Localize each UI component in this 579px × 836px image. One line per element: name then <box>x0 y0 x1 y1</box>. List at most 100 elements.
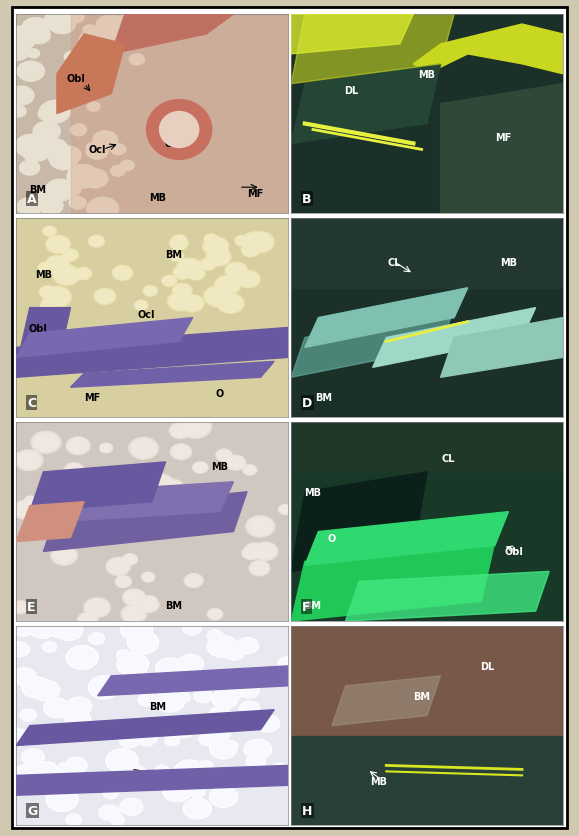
Circle shape <box>56 621 82 640</box>
Text: MB: MB <box>149 771 166 781</box>
Circle shape <box>9 642 30 657</box>
Polygon shape <box>16 308 71 368</box>
Circle shape <box>217 451 231 461</box>
Polygon shape <box>305 512 508 566</box>
Circle shape <box>273 763 287 773</box>
Circle shape <box>248 517 273 536</box>
Circle shape <box>71 703 87 715</box>
Circle shape <box>209 726 229 741</box>
Circle shape <box>42 299 58 312</box>
Circle shape <box>49 150 71 166</box>
Circle shape <box>236 237 249 247</box>
Polygon shape <box>291 422 563 472</box>
Circle shape <box>194 690 212 703</box>
Circle shape <box>207 609 223 620</box>
Circle shape <box>103 475 134 498</box>
Circle shape <box>24 149 43 163</box>
Polygon shape <box>30 462 166 512</box>
Circle shape <box>129 632 157 653</box>
Circle shape <box>85 176 97 185</box>
Circle shape <box>71 125 86 136</box>
Circle shape <box>173 285 191 298</box>
Circle shape <box>86 599 108 616</box>
Circle shape <box>57 147 81 165</box>
Text: BM: BM <box>30 185 46 195</box>
Polygon shape <box>71 362 274 388</box>
Circle shape <box>168 293 193 311</box>
Circle shape <box>167 293 194 312</box>
Circle shape <box>39 263 52 273</box>
Circle shape <box>100 488 114 499</box>
Circle shape <box>13 602 28 613</box>
Circle shape <box>45 700 69 717</box>
Circle shape <box>180 295 204 313</box>
Circle shape <box>216 676 245 698</box>
Circle shape <box>122 619 151 640</box>
Circle shape <box>163 782 191 802</box>
Circle shape <box>53 266 80 286</box>
Circle shape <box>104 788 118 798</box>
Circle shape <box>21 677 50 698</box>
Text: Obl: Obl <box>28 324 47 333</box>
Circle shape <box>17 62 45 82</box>
Circle shape <box>31 620 54 638</box>
Text: A: A <box>27 193 36 206</box>
Circle shape <box>218 295 243 313</box>
Polygon shape <box>346 572 549 621</box>
Polygon shape <box>98 666 288 696</box>
Circle shape <box>110 814 124 825</box>
Circle shape <box>138 693 156 706</box>
Circle shape <box>76 268 91 280</box>
Circle shape <box>12 619 35 636</box>
Circle shape <box>49 15 75 34</box>
Circle shape <box>52 775 65 784</box>
Circle shape <box>89 494 114 512</box>
Circle shape <box>232 676 258 696</box>
Circle shape <box>166 736 178 746</box>
Circle shape <box>204 287 233 308</box>
Circle shape <box>244 466 256 475</box>
Circle shape <box>164 782 189 801</box>
Text: CL: CL <box>388 257 401 268</box>
Circle shape <box>249 561 270 576</box>
Circle shape <box>111 166 125 177</box>
Text: MF: MF <box>495 133 511 143</box>
Polygon shape <box>291 626 563 756</box>
Circle shape <box>211 788 236 807</box>
Text: DL: DL <box>344 85 358 95</box>
Circle shape <box>178 655 203 674</box>
Circle shape <box>82 177 97 188</box>
Circle shape <box>12 601 29 614</box>
Circle shape <box>200 733 215 745</box>
Circle shape <box>47 789 76 810</box>
Circle shape <box>20 161 40 176</box>
Polygon shape <box>291 308 454 378</box>
Text: H: H <box>302 804 313 817</box>
Circle shape <box>111 815 124 824</box>
Circle shape <box>45 9 76 33</box>
Circle shape <box>47 237 69 253</box>
Circle shape <box>280 506 291 514</box>
Circle shape <box>72 704 86 714</box>
Circle shape <box>41 185 67 204</box>
Circle shape <box>13 764 45 788</box>
Polygon shape <box>441 84 563 214</box>
Circle shape <box>273 763 288 774</box>
Circle shape <box>175 762 204 782</box>
Polygon shape <box>43 492 247 552</box>
Circle shape <box>99 805 120 820</box>
Circle shape <box>39 101 70 124</box>
Circle shape <box>12 27 28 39</box>
Circle shape <box>12 501 37 519</box>
Circle shape <box>21 749 44 766</box>
Circle shape <box>245 741 270 758</box>
Circle shape <box>106 558 131 576</box>
Circle shape <box>42 642 57 652</box>
Circle shape <box>210 707 229 721</box>
Circle shape <box>42 287 72 308</box>
Circle shape <box>15 135 46 158</box>
Circle shape <box>198 761 213 772</box>
Circle shape <box>165 736 179 746</box>
Circle shape <box>138 679 157 693</box>
Circle shape <box>208 630 222 640</box>
